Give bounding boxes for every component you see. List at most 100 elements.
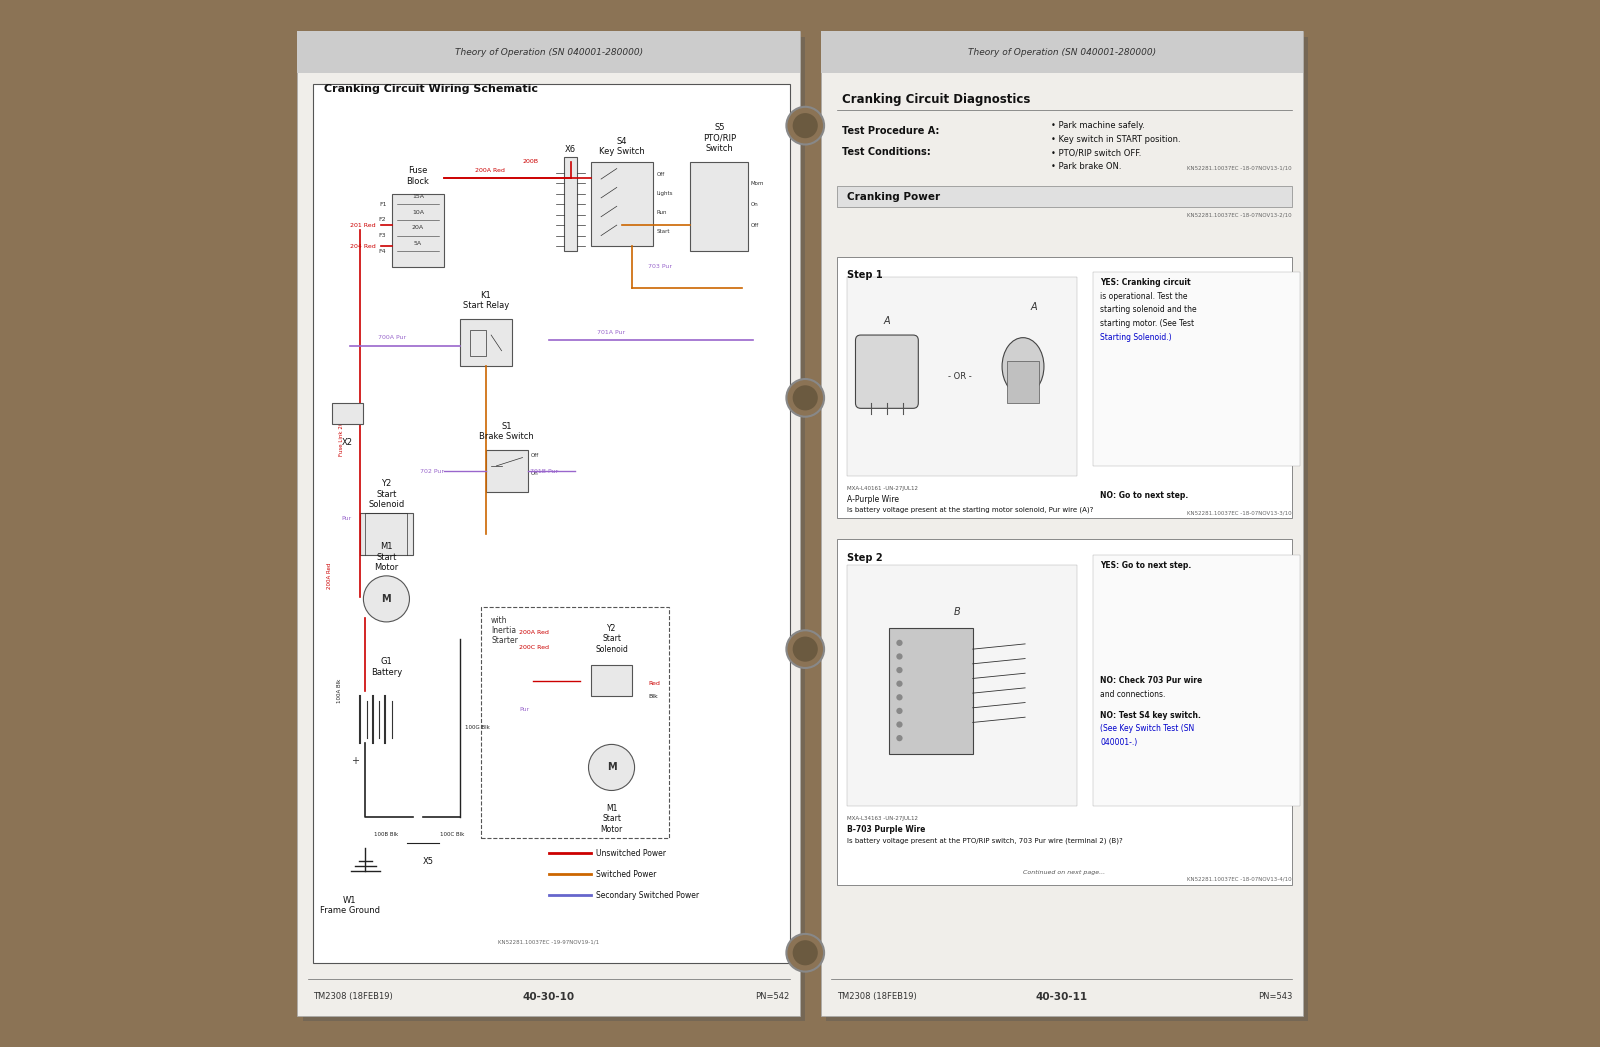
Text: Pur: Pur — [520, 708, 530, 712]
Text: Step 1: Step 1 — [846, 270, 883, 281]
Text: Starting Solenoid.): Starting Solenoid.) — [1101, 333, 1173, 341]
FancyBboxPatch shape — [1093, 272, 1301, 466]
Text: 200B: 200B — [522, 159, 538, 163]
Text: Pur: Pur — [342, 516, 352, 520]
FancyBboxPatch shape — [590, 665, 632, 696]
Text: 201 Red: 201 Red — [350, 223, 376, 227]
Text: 701A Pur: 701A Pur — [597, 330, 626, 335]
FancyBboxPatch shape — [486, 450, 528, 492]
Text: Y2
Start
Solenoid: Y2 Start Solenoid — [368, 480, 405, 509]
FancyBboxPatch shape — [331, 403, 363, 424]
Text: G1
Battery: G1 Battery — [371, 658, 402, 676]
FancyBboxPatch shape — [837, 186, 1293, 207]
FancyBboxPatch shape — [837, 539, 1293, 885]
FancyBboxPatch shape — [846, 277, 1077, 476]
FancyBboxPatch shape — [821, 31, 1302, 73]
Text: X5: X5 — [422, 857, 434, 866]
Text: S1
Brake Switch: S1 Brake Switch — [480, 422, 534, 441]
Text: PN=542: PN=542 — [755, 993, 789, 1001]
Text: PN=543: PN=543 — [1258, 993, 1293, 1001]
FancyBboxPatch shape — [690, 162, 747, 251]
Text: Run: Run — [656, 210, 667, 215]
Ellipse shape — [1002, 337, 1043, 395]
FancyBboxPatch shape — [565, 157, 578, 251]
Text: Off: Off — [656, 173, 666, 177]
FancyBboxPatch shape — [846, 565, 1077, 806]
Text: KN52281.10037EC -18-07NOV13-1/10: KN52281.10037EC -18-07NOV13-1/10 — [1187, 165, 1293, 170]
Text: 703 Pur: 703 Pur — [648, 265, 672, 269]
Text: 5A: 5A — [414, 241, 422, 246]
Bar — [470, 330, 486, 356]
Text: Start: Start — [656, 229, 670, 233]
Text: Y2
Start
Solenoid: Y2 Start Solenoid — [595, 624, 627, 653]
Text: Fuse
Block: Fuse Block — [406, 166, 429, 185]
Text: TM2308 (18FEB19): TM2308 (18FEB19) — [837, 993, 917, 1001]
FancyBboxPatch shape — [360, 513, 413, 555]
Text: W1
Frame Ground: W1 Frame Ground — [320, 896, 379, 915]
Text: 040001-.): 040001-.) — [1101, 738, 1138, 747]
Text: MXA-L34163 -UN-27JUL12: MXA-L34163 -UN-27JUL12 — [846, 817, 918, 821]
Text: - OR -: - OR - — [949, 373, 973, 381]
Text: F1: F1 — [379, 202, 387, 206]
Circle shape — [896, 681, 902, 687]
Text: 15A: 15A — [411, 194, 424, 199]
Text: M1
Start
Motor: M1 Start Motor — [600, 804, 622, 833]
Circle shape — [896, 653, 902, 660]
Text: 701B Pur: 701B Pur — [530, 469, 558, 473]
Text: NO: Check 703 Pur wire: NO: Check 703 Pur wire — [1101, 676, 1203, 685]
Text: Lights: Lights — [656, 192, 674, 196]
Text: Theory of Operation (SN 040001-280000): Theory of Operation (SN 040001-280000) — [454, 48, 643, 57]
Text: 200C Red: 200C Red — [520, 645, 549, 649]
Text: KN52281.10037EC -19-97NOV19-1/1: KN52281.10037EC -19-97NOV19-1/1 — [498, 940, 600, 944]
Text: F2: F2 — [379, 218, 387, 222]
Text: Switched Power: Switched Power — [595, 870, 656, 878]
Text: S5
PTO/RIP
Switch: S5 PTO/RIP Switch — [702, 124, 736, 153]
Text: 100C Blk: 100C Blk — [440, 832, 464, 837]
FancyBboxPatch shape — [314, 84, 789, 963]
Text: KN52281.10037EC -18-07NOV13-4/10: KN52281.10037EC -18-07NOV13-4/10 — [1187, 877, 1293, 882]
Text: MXA-L40161 -UN-27JUL12: MXA-L40161 -UN-27JUL12 — [846, 487, 918, 491]
Text: 100B Blk: 100B Blk — [374, 832, 398, 837]
FancyBboxPatch shape — [890, 628, 973, 754]
Text: Theory of Operation (SN 040001-280000): Theory of Operation (SN 040001-280000) — [968, 48, 1155, 57]
Text: starting solenoid and the: starting solenoid and the — [1101, 306, 1197, 314]
Text: • Park brake ON.: • Park brake ON. — [1051, 162, 1122, 171]
Text: Off: Off — [531, 453, 539, 458]
Circle shape — [792, 385, 818, 410]
Circle shape — [896, 694, 902, 700]
Text: 200A Red: 200A Red — [520, 630, 549, 634]
Text: M: M — [382, 594, 392, 604]
Text: 200A Red: 200A Red — [475, 168, 506, 173]
Text: YES: Go to next step.: YES: Go to next step. — [1101, 561, 1192, 570]
FancyBboxPatch shape — [826, 37, 1307, 1021]
Text: M: M — [606, 762, 616, 773]
FancyBboxPatch shape — [302, 37, 805, 1021]
FancyBboxPatch shape — [1008, 361, 1038, 403]
Text: (See Key Switch Test (SN: (See Key Switch Test (SN — [1101, 725, 1195, 733]
Text: NO: Test S4 key switch.: NO: Test S4 key switch. — [1101, 711, 1202, 719]
Text: NO: Go to next step.: NO: Go to next step. — [1101, 491, 1189, 499]
Text: • Park machine safely.: • Park machine safely. — [1051, 121, 1146, 130]
Circle shape — [786, 107, 824, 144]
Text: KN52281.10037EC -18-07NOV13-3/10: KN52281.10037EC -18-07NOV13-3/10 — [1187, 511, 1293, 515]
Text: Unswitched Power: Unswitched Power — [595, 849, 666, 857]
Text: 10A: 10A — [411, 209, 424, 215]
Text: Blk: Blk — [648, 694, 658, 698]
Text: M1
Start
Motor: M1 Start Motor — [374, 542, 398, 572]
Text: Secondary Switched Power: Secondary Switched Power — [595, 891, 699, 899]
Circle shape — [786, 630, 824, 668]
FancyBboxPatch shape — [459, 319, 512, 366]
Text: F3: F3 — [379, 233, 387, 238]
Text: On: On — [750, 202, 758, 206]
Text: Red: Red — [648, 682, 661, 686]
Text: Test Procedure A:: Test Procedure A: — [842, 126, 939, 136]
FancyBboxPatch shape — [298, 31, 800, 1016]
Text: Off: Off — [750, 223, 758, 227]
Text: 100G Blk: 100G Blk — [466, 726, 490, 730]
Text: S4
Key Switch: S4 Key Switch — [598, 137, 645, 156]
Text: Cranking Circuit Wiring Schematic: Cranking Circuit Wiring Schematic — [323, 84, 538, 94]
Text: 40-30-11: 40-30-11 — [1035, 992, 1088, 1002]
Text: 204 Red: 204 Red — [350, 244, 376, 248]
Circle shape — [896, 667, 902, 673]
Text: with
Inertia
Starter: with Inertia Starter — [491, 616, 518, 645]
